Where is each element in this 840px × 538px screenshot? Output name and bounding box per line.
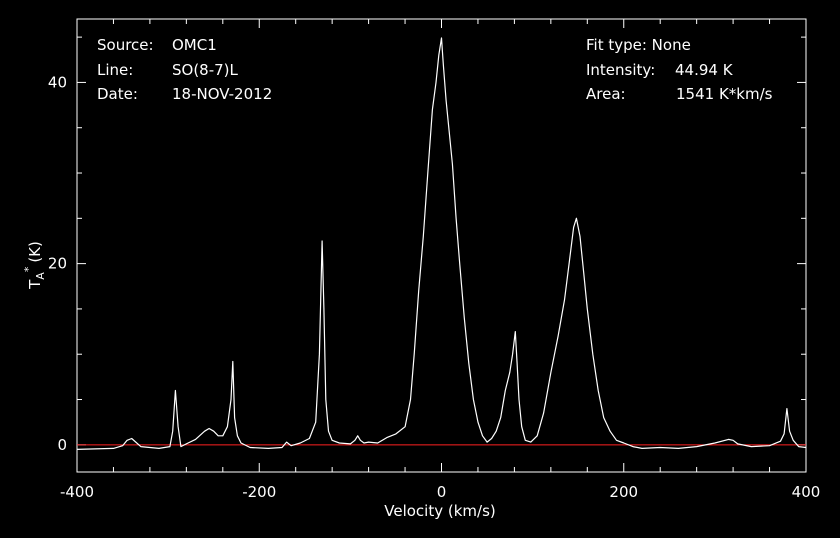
source-value: OMC1 <box>172 36 217 54</box>
area-value: 1541 K*km/s <box>676 85 773 103</box>
fit-type-text: Fit type: None <box>586 36 691 54</box>
line-value: SO(8-7)L <box>172 61 239 79</box>
y-tick-label: 20 <box>48 255 67 273</box>
y-axis-label-unit: (K) <box>26 241 44 263</box>
y-axis-label-sup: * <box>22 266 35 272</box>
y-axis-label-sub: A <box>34 272 47 280</box>
x-tick-label: 400 <box>792 483 821 501</box>
x-tick-label: 0 <box>437 483 447 501</box>
source-label: Source: <box>97 36 154 54</box>
y-tick-label: 40 <box>48 73 67 91</box>
x-tick-label: -400 <box>60 483 94 501</box>
spectrum-line-0 <box>76 37 807 450</box>
y-axis-label: TA* (K) <box>22 241 47 290</box>
y-tick-label: 0 <box>57 436 67 454</box>
date-label: Date: <box>97 85 138 103</box>
series-layer <box>76 37 807 450</box>
y-axis-label-main: T <box>26 279 44 290</box>
svg-text:TA*(K): TA* (K) <box>22 241 47 290</box>
x-tick-label: 200 <box>609 483 638 501</box>
ticks-layer: -400 -200 0 200 400 0 20 40 <box>48 19 820 501</box>
intensity-value: 44.94 K <box>675 61 734 79</box>
x-tick-label: -200 <box>242 483 276 501</box>
info-panel-left: Source: OMC1 Line: SO(8-7)L Date: 18-NOV… <box>97 36 272 103</box>
date-value: 18-NOV-2012 <box>172 85 272 103</box>
x-axis-label: Velocity (km/s) <box>384 502 495 520</box>
area-label: Area: <box>586 85 626 103</box>
intensity-label: Intensity: <box>586 61 655 79</box>
info-panel-right: Fit type: None Intensity: 44.94 K Area: … <box>586 36 773 103</box>
line-label: Line: <box>97 61 133 79</box>
